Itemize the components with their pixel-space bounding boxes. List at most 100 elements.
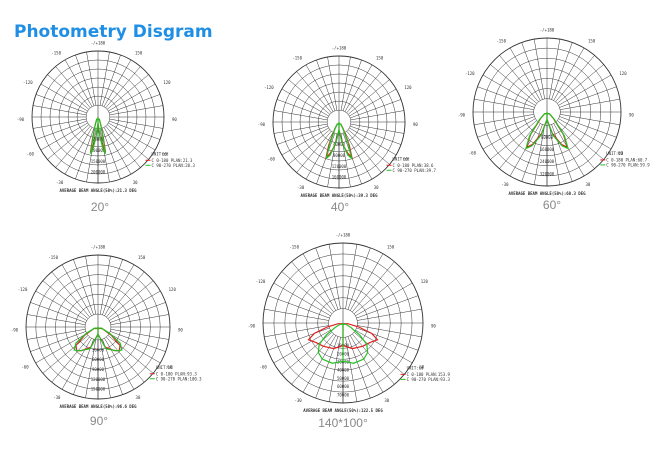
- grid-spoke: [315, 247, 339, 310]
- grid-spoke: [85, 256, 96, 315]
- angle-label: 90: [629, 112, 634, 117]
- grid-spoke: [264, 308, 329, 321]
- grid-spoke: [64, 59, 93, 107]
- legend-unit: UNIT:cd: [156, 365, 173, 370]
- angle-label: -60: [268, 157, 276, 162]
- grid-spoke: [296, 130, 332, 173]
- angle-label: 150: [588, 38, 596, 43]
- ring-value-label: 120000: [91, 377, 106, 382]
- grid-spoke: [107, 280, 154, 319]
- curve-c90-270: [524, 112, 570, 150]
- curve-c90-270: [73, 327, 123, 352]
- grid-spoke: [345, 337, 358, 402]
- grid-spoke: [350, 125, 402, 145]
- grid-spoke: [42, 280, 89, 319]
- ring-value-label: 100000: [91, 148, 106, 153]
- average-beam-label: AVERAGE BEAM ANGLE(50%):39.3 DEG: [300, 193, 378, 198]
- grid-spoke: [305, 132, 334, 180]
- ring-value-label: 60000: [92, 357, 105, 362]
- grid-spoke: [281, 88, 329, 117]
- grid-spoke: [110, 331, 166, 352]
- grid-spoke: [107, 335, 154, 374]
- curve-c90-270: [90, 117, 106, 155]
- angle-label: 30: [384, 398, 389, 403]
- grid-spoke: [104, 264, 135, 316]
- angle-label: -/+180: [91, 245, 106, 250]
- grid-spoke: [101, 54, 121, 106]
- grid-spoke: [102, 259, 123, 315]
- grid-spoke: [558, 118, 612, 150]
- grid-spoke: [51, 336, 90, 383]
- ring-value-label: 120000: [332, 164, 347, 169]
- grid-spoke: [560, 98, 620, 110]
- polar-grid: [472, 37, 622, 187]
- legend-unit: UNIT:cd: [606, 151, 623, 156]
- grid-spoke: [347, 129, 390, 165]
- grid-spoke: [264, 325, 329, 338]
- angle-label: -30: [297, 185, 305, 190]
- angle-label: 120: [404, 85, 412, 90]
- legend-entry: C 0-180 PLAN:38.6: [393, 163, 435, 168]
- grid-spoke: [342, 59, 362, 111]
- grid-spoke: [42, 335, 89, 374]
- angle-label: -150: [48, 255, 58, 260]
- grid-spoke: [288, 129, 331, 165]
- average-beam-label: AVERAGE BEAM ANGLE(50%):96.6 DEG: [59, 404, 137, 409]
- angle-label: 150: [135, 50, 143, 55]
- grid-spoke: [110, 329, 169, 340]
- grid-spoke: [281, 127, 329, 156]
- angle-label: 60: [167, 365, 172, 370]
- grid-spoke: [346, 71, 382, 114]
- legend-entry: C 90-270 PLAN:20.3: [152, 163, 196, 168]
- ring-value-label: 40000: [333, 142, 346, 147]
- grid-spoke: [352, 333, 395, 385]
- grid-spoke: [32, 118, 87, 129]
- grid-spoke: [490, 64, 537, 104]
- angle-label: -150: [289, 244, 299, 249]
- grid-spoke: [557, 64, 604, 104]
- grid-spoke: [357, 325, 422, 338]
- ring-value-label: 90000: [92, 367, 105, 372]
- grid-spoke: [558, 74, 612, 106]
- grid-spoke: [27, 314, 86, 325]
- angle-label: -60: [469, 151, 477, 156]
- grid-spoke: [100, 339, 111, 398]
- grid-spoke: [302, 335, 337, 393]
- angle-label: -120: [256, 279, 266, 284]
- average-beam-label: AVERAGE BEAM ANGLE(50%):122.5 DEG: [303, 408, 383, 413]
- grid-spoke: [521, 124, 543, 182]
- polar-grid: [25, 254, 171, 400]
- grid-spoke: [273, 329, 331, 364]
- grid-spoke: [273, 123, 328, 134]
- legend-entry: C 90-270 PLAN:59.9: [606, 162, 650, 167]
- grid-spoke: [482, 74, 536, 106]
- angle-label: 120: [421, 279, 429, 284]
- grid-spoke: [267, 295, 330, 319]
- ring-value-label: 80000: [541, 135, 554, 140]
- grid-spoke: [30, 331, 86, 352]
- grid-spoke: [349, 127, 397, 156]
- ring-value-label: 160000: [540, 147, 555, 152]
- grid-spoke: [109, 333, 161, 364]
- caption-20: 20°: [90, 200, 110, 214]
- grid-spoke: [267, 327, 330, 351]
- curve-c90-270: [325, 122, 353, 160]
- grid-spoke: [560, 114, 620, 126]
- average-beam-label: AVERAGE BEAM ANGLE(50%):60.3 DEG: [508, 191, 586, 196]
- curve-c90-270: [317, 323, 369, 364]
- grid-spoke: [353, 271, 405, 314]
- angle-label: -30: [294, 398, 302, 403]
- grid-spoke: [61, 338, 92, 390]
- grid-spoke: [302, 253, 337, 311]
- grid-spoke: [291, 261, 334, 313]
- angle-label: 90: [413, 122, 418, 127]
- angle-label: 120: [619, 71, 627, 76]
- grid-spoke: [276, 99, 328, 119]
- grid-spoke: [103, 127, 132, 175]
- average-beam-label: AVERAGE BEAM ANGLE(50%):21.3 DEG: [59, 188, 137, 193]
- grid-spoke: [281, 332, 333, 375]
- grid-spoke: [108, 122, 156, 151]
- grid-spoke: [499, 122, 539, 169]
